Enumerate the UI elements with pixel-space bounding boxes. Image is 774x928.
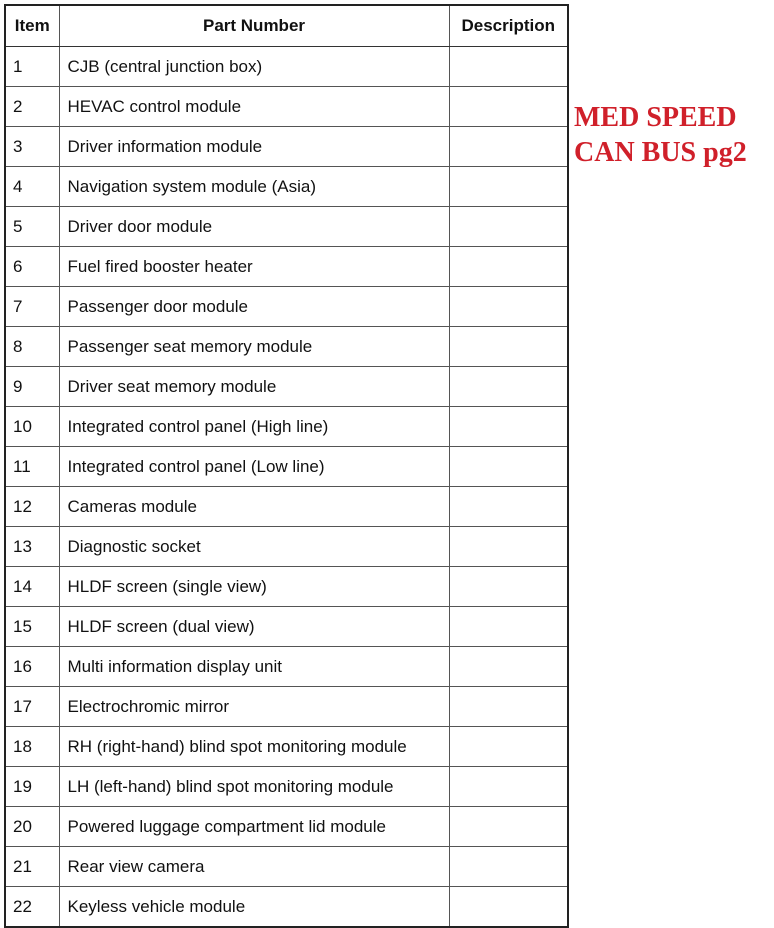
item-cell: 20 (4, 806, 60, 847)
table-row: 16 Multi information display unit (4, 646, 569, 687)
table-row: 10 Integrated control panel (High line) (4, 406, 569, 447)
table-row: 7 Passenger door module (4, 286, 569, 327)
header-item: Item (4, 4, 60, 47)
description-cell (448, 606, 569, 647)
table-row: 6 Fuel fired booster heater (4, 246, 569, 287)
description-cell (448, 326, 569, 367)
description-cell (448, 686, 569, 727)
table-row: 18 RH (right-hand) blind spot monitoring … (4, 726, 569, 767)
table-row: 12 Cameras module (4, 486, 569, 527)
part-number-cell: Integrated control panel (Low line) (58, 446, 450, 487)
part-number-cell: RH (right-hand) blind spot monitoring mo… (58, 726, 450, 767)
annotation-note: MED SPEED CAN BUS pg2 (574, 100, 747, 170)
part-number-cell: HEVAC control module (58, 86, 450, 127)
description-cell (448, 126, 569, 167)
header-description: Description (448, 4, 569, 47)
annotation-line: CAN BUS pg2 (574, 137, 747, 168)
description-cell (448, 486, 569, 527)
table-row: 3 Driver information module (4, 126, 569, 167)
part-number-cell: Driver information module (58, 126, 450, 167)
description-cell (448, 206, 569, 247)
header-row: Item Part Number Description (4, 4, 569, 47)
item-cell: 5 (4, 206, 60, 247)
item-cell: 3 (4, 126, 60, 167)
item-cell: 22 (4, 886, 60, 928)
part-number-cell: Integrated control panel (High line) (58, 406, 450, 447)
description-cell (448, 446, 569, 487)
item-cell: 15 (4, 606, 60, 647)
description-cell (448, 886, 569, 928)
annotation-line: MED SPEED (574, 102, 737, 133)
table-row: 20 Powered luggage compartment lid module (4, 806, 569, 847)
item-cell: 9 (4, 366, 60, 407)
part-number-cell: Electrochromic mirror (58, 686, 450, 727)
item-cell: 11 (4, 446, 60, 487)
part-number-cell: Fuel fired booster heater (58, 246, 450, 287)
table-row: 4 Navigation system module (Asia) (4, 166, 569, 207)
item-cell: 7 (4, 286, 60, 327)
description-cell (448, 766, 569, 807)
description-cell (448, 286, 569, 327)
item-cell: 16 (4, 646, 60, 687)
description-cell (448, 526, 569, 567)
part-number-cell: Passenger door module (58, 286, 450, 327)
description-cell (448, 806, 569, 847)
item-cell: 13 (4, 526, 60, 567)
table-row: 22 Keyless vehicle module (4, 886, 569, 928)
item-cell: 12 (4, 486, 60, 527)
table-row: 17 Electrochromic mirror (4, 686, 569, 727)
item-cell: 1 (4, 46, 60, 87)
header-part-number: Part Number (58, 4, 450, 47)
part-number-cell: Driver seat memory module (58, 366, 450, 407)
table-row: 15 HLDF screen (dual view) (4, 606, 569, 647)
item-cell: 2 (4, 86, 60, 127)
table-row: 14 HLDF screen (single view) (4, 566, 569, 607)
description-cell (448, 406, 569, 447)
description-cell (448, 246, 569, 287)
table-row: 2 HEVAC control module (4, 86, 569, 127)
part-number-cell: Cameras module (58, 486, 450, 527)
part-number-cell: LH (left-hand) blind spot monitoring mod… (58, 766, 450, 807)
table-row: 13 Diagnostic socket (4, 526, 569, 567)
description-cell (448, 46, 569, 87)
item-cell: 19 (4, 766, 60, 807)
part-number-cell: CJB (central junction box) (58, 46, 450, 87)
part-number-cell: Driver door module (58, 206, 450, 247)
item-cell: 21 (4, 846, 60, 887)
item-cell: 4 (4, 166, 60, 207)
part-number-cell: Powered luggage compartment lid module (58, 806, 450, 847)
table-row: 21 Rear view camera (4, 846, 569, 887)
description-cell (448, 166, 569, 207)
description-cell (448, 726, 569, 767)
part-number-cell: Multi information display unit (58, 646, 450, 687)
item-cell: 17 (4, 686, 60, 727)
part-number-cell: Rear view camera (58, 846, 450, 887)
description-cell (448, 846, 569, 887)
table-row: 5 Driver door module (4, 206, 569, 247)
table-row: 1 CJB (central junction box) (4, 46, 569, 87)
table-row: 11 Integrated control panel (Low line) (4, 446, 569, 487)
part-number-cell: Keyless vehicle module (58, 886, 450, 928)
item-cell: 6 (4, 246, 60, 287)
item-cell: 8 (4, 326, 60, 367)
description-cell (448, 366, 569, 407)
item-cell: 18 (4, 726, 60, 767)
description-cell (448, 646, 569, 687)
part-number-cell: Diagnostic socket (58, 526, 450, 567)
description-cell (448, 86, 569, 127)
item-cell: 14 (4, 566, 60, 607)
description-cell (448, 566, 569, 607)
part-number-cell: Navigation system module (Asia) (58, 166, 450, 207)
table-row: 8 Passenger seat memory module (4, 326, 569, 367)
item-cell: 10 (4, 406, 60, 447)
table-row: 9 Driver seat memory module (4, 366, 569, 407)
parts-table: Item Part Number Description 1 CJB (centr… (4, 4, 569, 928)
part-number-cell: Passenger seat memory module (58, 326, 450, 367)
table-row: 19 LH (left-hand) blind spot monitoring m… (4, 766, 569, 807)
part-number-cell: HLDF screen (single view) (58, 566, 450, 607)
part-number-cell: HLDF screen (dual view) (58, 606, 450, 647)
